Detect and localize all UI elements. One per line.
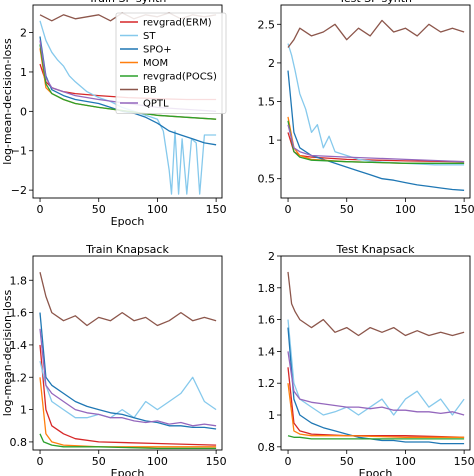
legend-entry: MOM bbox=[143, 58, 168, 69]
y-tick-label: 1.4 bbox=[10, 339, 28, 352]
x-tick-label: 100 bbox=[147, 203, 168, 216]
legend-entry: ST bbox=[143, 31, 156, 42]
x-tick-label: 0 bbox=[37, 455, 44, 468]
chart-panel-2: 0 50 100 150 0.5 1 1.5 2 2.5 Test SP-synth bbox=[258, 0, 474, 216]
y-tick-label: 1 bbox=[20, 404, 27, 417]
x-tick-label: 100 bbox=[395, 455, 416, 468]
series-group bbox=[287, 271, 465, 445]
series-line-bb bbox=[39, 272, 217, 327]
y-axis-label: log-mean-decision-loss bbox=[1, 290, 14, 417]
legend: revgrad(ERM) ST SPO+ MOM revgrad(POCS) BB QPTL bbox=[115, 12, 227, 114]
y-tick-label: 0.8 bbox=[10, 436, 28, 449]
x-tick-label: 150 bbox=[454, 203, 474, 216]
y-tick-label: 1.4 bbox=[258, 345, 276, 358]
y-tick-label: 2 bbox=[268, 57, 275, 70]
series-group bbox=[287, 19, 465, 191]
plot-frame bbox=[32, 255, 223, 451]
y-tick-label: −2 bbox=[11, 184, 27, 197]
y-tick-label: 2 bbox=[268, 250, 275, 263]
series-line-spo bbox=[287, 70, 465, 191]
y-tick-label: 1.8 bbox=[258, 282, 276, 295]
x-tick-label: 50 bbox=[92, 455, 106, 468]
y-tick-label: 1.8 bbox=[10, 274, 28, 287]
x-tick-label: 0 bbox=[285, 203, 292, 216]
x-axis-label: Epoch bbox=[111, 467, 145, 476]
panel-title: Test SP-synth bbox=[338, 0, 412, 5]
x-tick-label: 100 bbox=[147, 455, 168, 468]
series-line-revgrad-pocs bbox=[287, 435, 465, 440]
series-line-qptl bbox=[39, 328, 217, 427]
chart-panel-1: 0 50 100 150 −2 −1 0 1 2 Train SP-synth Epoch log-m… bbox=[1, 0, 227, 228]
y-tick-label: 1 bbox=[268, 409, 275, 422]
x-tick-label: 150 bbox=[206, 455, 227, 468]
y-tick-label: −1 bbox=[11, 145, 27, 158]
x-tick-label: 50 bbox=[340, 455, 354, 468]
y-tick-label: 2 bbox=[20, 27, 27, 40]
x-axis-label: Epoch bbox=[111, 215, 145, 228]
series-line-bb bbox=[287, 19, 465, 48]
legend-entry: revgrad(ERM) bbox=[143, 18, 212, 29]
series-line-spo bbox=[39, 312, 217, 430]
x-axis-label: Epoch bbox=[359, 467, 393, 476]
legend-entry: revgrad(POCS) bbox=[143, 72, 217, 83]
series-line-revgrad-pocs bbox=[39, 433, 217, 450]
legend-entry: SPO+ bbox=[143, 45, 172, 56]
series-line-mom bbox=[287, 383, 465, 438]
y-tick-label: 1 bbox=[268, 134, 275, 147]
y-tick-label: 1.2 bbox=[10, 371, 28, 384]
series-line-st bbox=[287, 319, 465, 416]
panel-title: Train Knapsack bbox=[85, 243, 169, 256]
series-line-qptl bbox=[287, 351, 465, 416]
series-line-bb bbox=[287, 271, 465, 337]
plot-frame bbox=[280, 255, 471, 451]
series-line-revgrad-pocs bbox=[39, 44, 217, 120]
series-line-mom bbox=[39, 377, 217, 448]
y-tick-label: 0 bbox=[20, 105, 27, 118]
y-tick-label: 0.8 bbox=[258, 441, 276, 454]
y-tick-label: 1.2 bbox=[258, 377, 276, 390]
y-axis-label: log-mean-decision-loss bbox=[1, 38, 14, 165]
x-tick-label: 150 bbox=[206, 203, 227, 216]
chart-panel-4: 0 50 100 150 0.8 1 1.2 1.4 1.6 1.8 2 Test Knapsack E… bbox=[258, 243, 474, 476]
legend-entry: BB bbox=[143, 85, 157, 96]
series-line-revgrad-erm bbox=[39, 344, 217, 446]
series-group bbox=[39, 272, 217, 450]
x-tick-label: 0 bbox=[37, 203, 44, 216]
panel-title: Test Knapsack bbox=[336, 243, 416, 256]
y-tick-label: 1.5 bbox=[258, 96, 276, 109]
y-tick-label: 0.5 bbox=[258, 173, 276, 186]
series-line-qptl bbox=[287, 124, 465, 163]
y-tick-label: 1 bbox=[20, 66, 27, 79]
panel-title: Train SP-synth bbox=[88, 0, 167, 5]
legend-box bbox=[115, 12, 227, 114]
y-tick-label: 1.6 bbox=[258, 314, 276, 327]
y-tick-label: 1.6 bbox=[10, 307, 28, 320]
series-line-revgrad-pocs bbox=[287, 120, 465, 164]
series-line-st bbox=[39, 360, 217, 419]
x-tick-label: 150 bbox=[454, 455, 474, 468]
x-tick-label: 0 bbox=[285, 455, 292, 468]
series-line-revgrad-erm bbox=[287, 367, 465, 438]
y-tick-label: 2.5 bbox=[258, 18, 276, 31]
chart-panel-3: 0 50 100 150 0.8 1 1.2 1.4 1.6 1.8 Train Knapsack E… bbox=[1, 243, 227, 476]
series-line-st bbox=[39, 20, 217, 195]
x-tick-label: 100 bbox=[395, 203, 416, 216]
x-tick-label: 50 bbox=[340, 203, 354, 216]
x-tick-label: 50 bbox=[92, 203, 106, 216]
legend-entry: QPTL bbox=[143, 99, 169, 110]
